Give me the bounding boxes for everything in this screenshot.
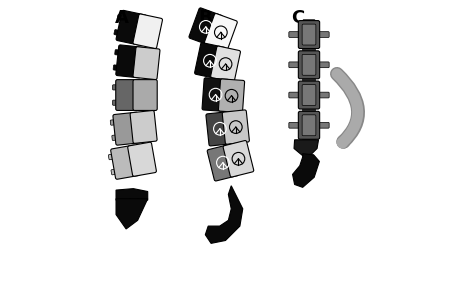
FancyBboxPatch shape [222,110,249,144]
FancyBboxPatch shape [318,32,329,37]
FancyBboxPatch shape [111,169,118,175]
FancyBboxPatch shape [112,100,119,105]
FancyBboxPatch shape [302,24,316,45]
Polygon shape [205,186,243,243]
Text: A: A [115,9,129,27]
FancyBboxPatch shape [289,62,300,68]
FancyBboxPatch shape [318,122,329,128]
FancyBboxPatch shape [298,111,319,139]
Polygon shape [292,154,319,187]
Text: B: B [199,9,212,27]
Polygon shape [294,140,319,156]
Text: C: C [291,9,304,27]
FancyBboxPatch shape [223,141,254,177]
FancyArrowPatch shape [337,74,358,142]
FancyBboxPatch shape [116,45,144,78]
FancyBboxPatch shape [207,144,238,181]
Polygon shape [116,199,148,229]
FancyBboxPatch shape [318,62,329,68]
FancyBboxPatch shape [116,10,146,45]
FancyBboxPatch shape [202,78,229,111]
FancyBboxPatch shape [219,79,245,113]
FancyBboxPatch shape [109,154,116,160]
FancyBboxPatch shape [133,47,160,79]
FancyBboxPatch shape [116,80,141,110]
FancyBboxPatch shape [303,20,315,140]
FancyBboxPatch shape [289,32,300,37]
FancyBboxPatch shape [117,15,125,21]
FancyBboxPatch shape [302,115,316,136]
FancyBboxPatch shape [114,30,121,36]
FancyBboxPatch shape [298,21,319,48]
FancyBboxPatch shape [189,8,223,46]
FancyBboxPatch shape [110,120,118,125]
FancyBboxPatch shape [130,111,157,143]
FancyBboxPatch shape [115,50,122,55]
FancyBboxPatch shape [302,85,316,105]
FancyBboxPatch shape [298,51,319,79]
FancyArrowPatch shape [337,74,358,143]
FancyBboxPatch shape [206,111,234,146]
FancyBboxPatch shape [302,54,316,75]
FancyBboxPatch shape [113,112,141,145]
Polygon shape [116,189,148,200]
FancyBboxPatch shape [112,85,119,90]
FancyBboxPatch shape [112,135,119,141]
FancyBboxPatch shape [133,14,163,49]
FancyBboxPatch shape [133,80,157,110]
FancyBboxPatch shape [210,46,240,82]
FancyBboxPatch shape [111,145,140,179]
FancyBboxPatch shape [318,92,329,98]
FancyBboxPatch shape [204,14,237,51]
FancyBboxPatch shape [289,92,300,98]
FancyBboxPatch shape [195,43,225,79]
FancyBboxPatch shape [298,81,319,109]
FancyBboxPatch shape [289,122,300,128]
FancyBboxPatch shape [128,142,156,176]
FancyBboxPatch shape [113,65,120,71]
